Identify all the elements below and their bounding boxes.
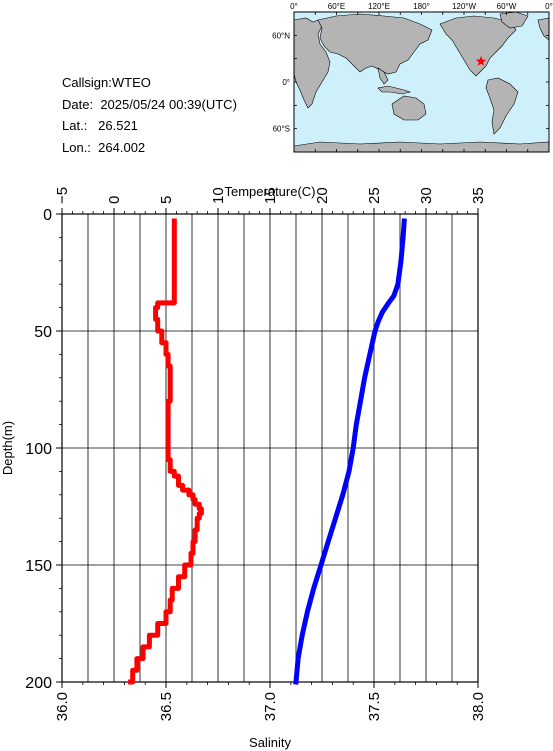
depth-tick-label: 0: [43, 207, 52, 224]
date-value: 2025/05/24 00:39(UTC): [100, 96, 237, 112]
map-lat-label: 60°S: [273, 125, 290, 134]
station-info: Callsign:WTEO Date: 2025/05/24 00:39(UTC…: [62, 72, 237, 158]
temperature-axis-label: Temperature(C): [224, 184, 315, 199]
land-indochina: [377, 67, 389, 85]
salinity-axis-label: Salinity: [249, 735, 291, 750]
depth-axis-label: Depth(m): [0, 421, 15, 475]
map-lon-label: 120°W: [452, 2, 477, 11]
lon-row: Lon.: 264.002: [62, 137, 237, 159]
salinity-tick-label: 38.0: [470, 692, 487, 721]
land-asia: [317, 13, 433, 75]
date-label: Date:: [62, 96, 94, 112]
salinity-tick-label: 37.0: [262, 692, 279, 721]
lat-row: Lat.: 26.521: [62, 115, 237, 137]
land-north-america: [439, 15, 517, 77]
temperature-tick-label: 5: [158, 196, 175, 204]
temperature-tick-label: −5: [54, 187, 71, 204]
temperature-tick-label: 35: [470, 187, 487, 204]
location-star: [475, 55, 487, 66]
temperature-tick-label: 10: [210, 187, 227, 204]
depth-tick-label: 200: [25, 675, 52, 692]
salinity-tick-label: 37.5: [366, 692, 383, 721]
depth-tick-label: 150: [25, 558, 52, 575]
lon-value: 264.002: [98, 139, 146, 155]
map-lat-label: 60°N: [272, 31, 290, 40]
date-row: Date: 2025/05/24 00:39(UTC): [62, 94, 237, 116]
salinity-tick-label: 36.0: [54, 692, 71, 721]
salinity-axis: 36.0 36.5 37.0 37.5 38.0: [54, 682, 487, 721]
depth-axis: 0 50 100 150 200: [25, 207, 62, 692]
callsign-label: Callsign:: [62, 75, 112, 90]
map-lat-label: 0°: [282, 78, 290, 87]
temperature-tick-label: 20: [314, 187, 331, 204]
lon-label: Lon.:: [62, 139, 91, 155]
depth-tick-label: 100: [25, 441, 52, 458]
temperature-axis: −5 0 5 10 15 20 25 30 35: [54, 187, 487, 214]
map-lon-label: 60°E: [328, 2, 345, 11]
temperature-tick-label: 15: [262, 187, 279, 204]
depth-tick-label: 50: [34, 324, 52, 341]
temperature-tick-label: 0: [106, 196, 123, 204]
land-western-europe: [537, 17, 550, 41]
map-tick-labels: 0° 60°E 120°E 180° 120°W 60°W 0° 60°N 0° 60°S: [272, 2, 553, 134]
map-lon-label: 0°: [290, 2, 298, 11]
temperature-tick-label: 25: [366, 187, 383, 204]
land-indonesia: [377, 85, 412, 95]
map-lon-label: 180°: [413, 2, 430, 11]
land-south-america: [485, 77, 519, 135]
lat-value: 26.521: [98, 118, 138, 133]
callsign-value: WTEO: [111, 75, 151, 90]
lat-label: Lat.:: [62, 118, 88, 133]
map-lon-label: 60°W: [497, 2, 517, 11]
temperature-tick-label: 30: [418, 187, 435, 204]
map-lon-label: 0°: [545, 2, 553, 11]
chart-series: [128, 218, 407, 685]
land-australia: [391, 95, 427, 121]
location-map: 0° 60°E 120°E 180° 120°W 60°W 0° 60°N 0° 60°S: [272, 2, 553, 153]
salinity-profile-line: [128, 218, 204, 685]
location-marker-icon: [475, 55, 487, 66]
salinity-tick-label: 36.5: [158, 692, 175, 721]
temperature-profile-line: [293, 218, 407, 685]
map-frame-ticks: [293, 11, 550, 153]
callsign-row: Callsign:WTEO: [62, 72, 237, 94]
map-lon-label: 120°E: [368, 2, 390, 11]
chart-grid: [62, 214, 478, 682]
